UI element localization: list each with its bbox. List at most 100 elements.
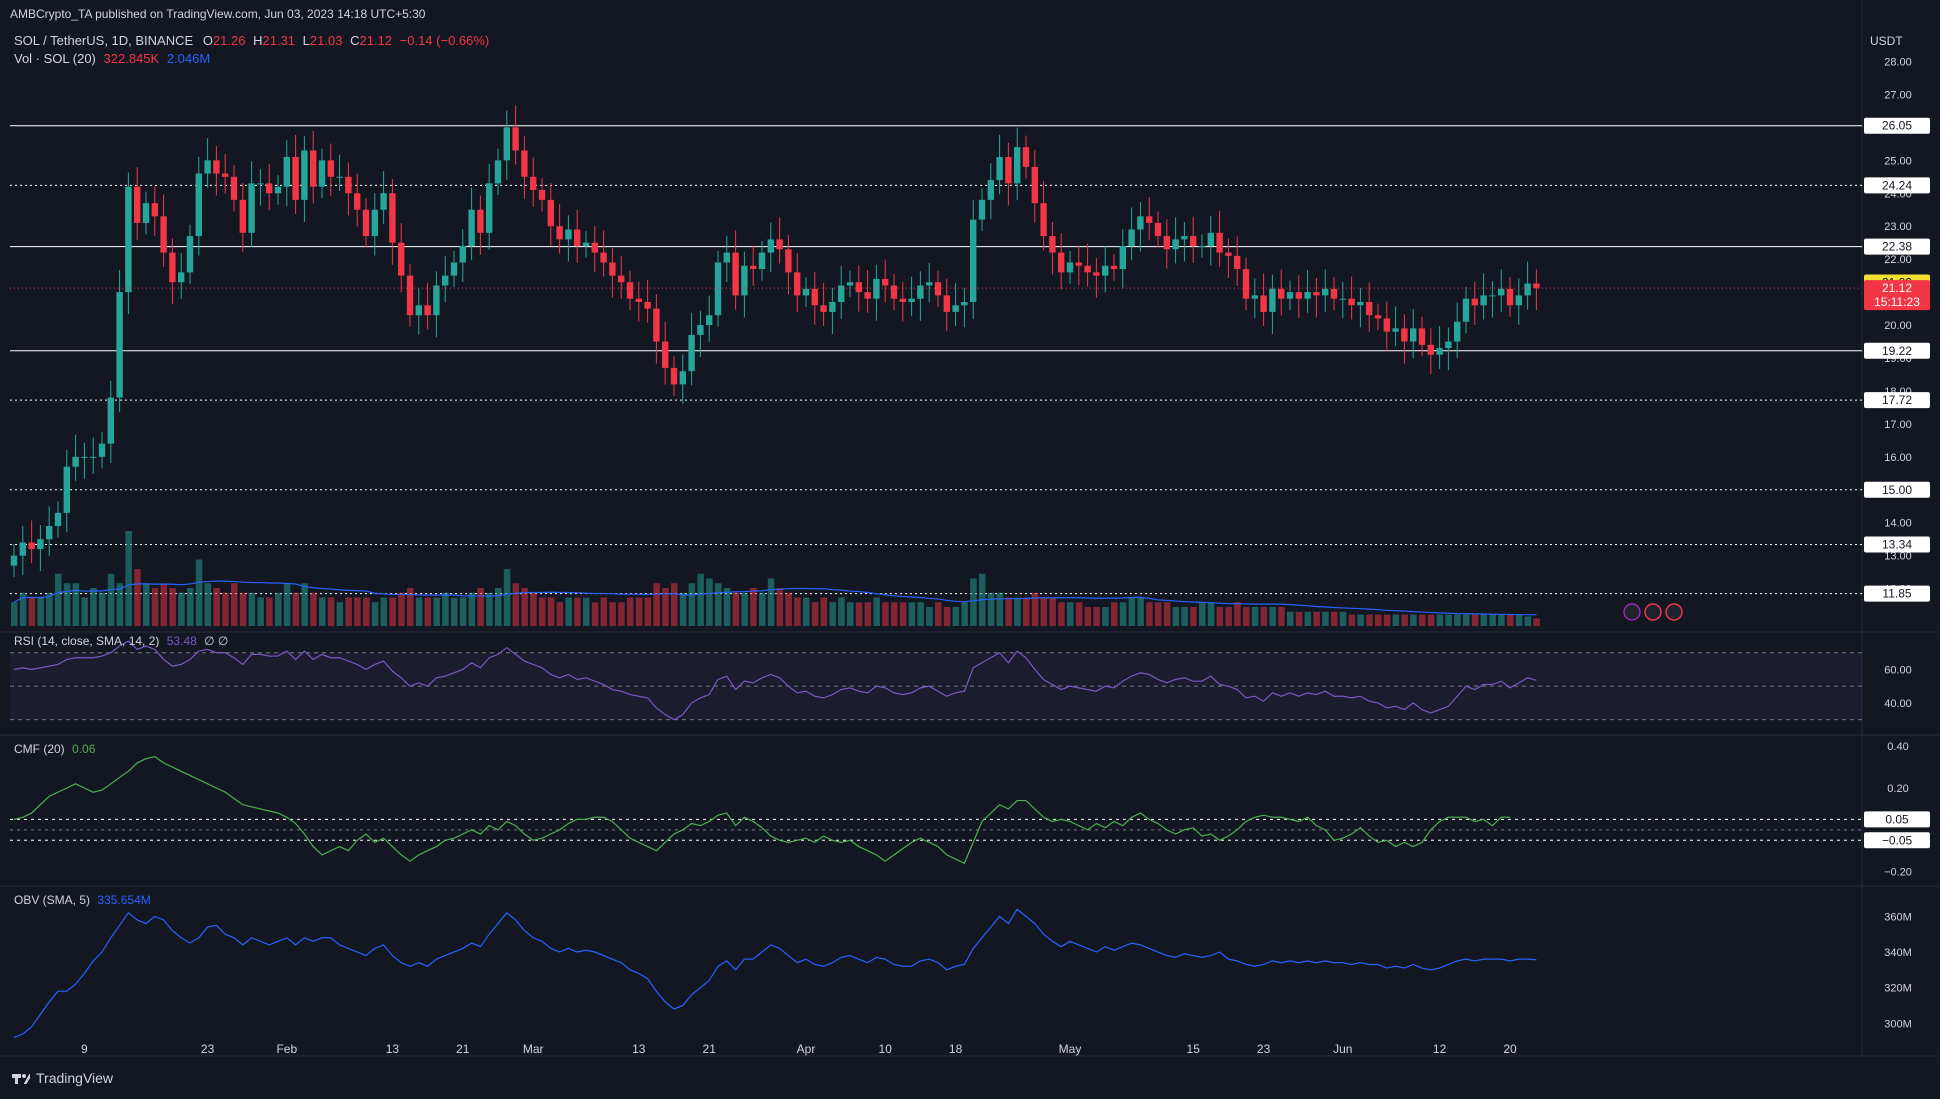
volume-bar <box>706 578 713 626</box>
tradingview-footer[interactable]: TradingView <box>12 1070 113 1086</box>
volume-bar <box>503 569 511 626</box>
low-label: L <box>302 33 310 48</box>
candle-body <box>354 193 361 210</box>
obv-legend[interactable]: OBV (SMA, 5) 335.654M <box>14 893 151 907</box>
obv-axis-tick: 320M <box>1884 983 1912 995</box>
volume-bar <box>1313 611 1320 626</box>
high-value: 21.31 <box>262 33 296 48</box>
volume-legend[interactable]: Vol · SOL (20) 322.845K 2.046M <box>14 51 210 66</box>
candle-body <box>389 193 396 243</box>
volume-bar <box>1454 614 1461 626</box>
volume-bar <box>776 588 784 626</box>
candle-body <box>19 542 26 556</box>
volume-bar <box>1049 597 1056 626</box>
volume-bar <box>591 602 599 626</box>
rsi-value: 53.48 <box>166 634 197 648</box>
candle-body <box>10 555 18 566</box>
time-axis-tick: 21 <box>456 1042 470 1056</box>
time-axis-tick: 18 <box>949 1042 963 1056</box>
candle-body <box>521 150 528 177</box>
volume-bar <box>433 597 440 626</box>
candle-body <box>1383 318 1390 332</box>
volume-bar <box>301 583 308 626</box>
price-axis-tick: 20.00 <box>1884 320 1912 332</box>
symbol-legend[interactable]: SOL / TetherUS, 1D, BINANCE O21.26 H21.3… <box>14 33 489 48</box>
volume-bar <box>679 592 687 626</box>
cmf-legend[interactable]: CMF (20) 0.06 <box>14 742 95 756</box>
lightning-event-icon <box>1623 603 1641 621</box>
volume-bar <box>46 592 53 626</box>
tradingview-logo-icon <box>12 1072 30 1084</box>
volume-bar <box>442 592 449 626</box>
time-axis-tick: 12 <box>1433 1042 1447 1056</box>
volume-bar <box>99 592 106 626</box>
volume-bar <box>1155 602 1162 626</box>
volume-bar <box>283 583 291 626</box>
volume-bar <box>1392 614 1400 626</box>
candle-body <box>530 176 537 190</box>
volume-bar <box>1348 614 1356 626</box>
candle-body <box>72 456 79 467</box>
volume-bar <box>468 592 476 626</box>
candle-body <box>222 173 229 177</box>
candle-body <box>371 209 378 237</box>
volume-bar <box>882 602 889 626</box>
symbol-title[interactable]: SOL / TetherUS, 1D, BINANCE <box>14 33 194 48</box>
volume-bar <box>1014 597 1021 626</box>
rsi-extra: ∅ ∅ <box>204 634 229 648</box>
rsi-line <box>13 640 1537 721</box>
candle-body <box>81 456 88 458</box>
volume-bar <box>292 592 300 626</box>
candle-body <box>794 272 801 296</box>
time-axis-tick: Feb <box>276 1042 297 1056</box>
volume-bar <box>1243 607 1250 626</box>
volume-bar <box>935 602 942 626</box>
candle-body <box>1286 292 1294 299</box>
candle-body <box>1084 265 1091 273</box>
candle-body <box>248 183 255 233</box>
volume-bar <box>363 597 370 626</box>
volume-bar <box>1005 597 1012 626</box>
volume-bar <box>1436 614 1444 626</box>
candle-body <box>1163 236 1170 250</box>
candle-body <box>1322 288 1329 296</box>
candle-body <box>169 252 176 283</box>
candle-body <box>1295 292 1302 299</box>
volume-bar <box>803 597 810 626</box>
candle-body <box>186 236 194 273</box>
time-axis-tick: 15 <box>1187 1042 1201 1056</box>
volume-bar <box>926 607 933 626</box>
candle-body <box>978 199 986 220</box>
volume-bar <box>354 597 361 626</box>
candle-body <box>424 305 431 316</box>
obv-label: OBV (SMA, 5) <box>14 893 91 907</box>
volume-bar <box>1234 602 1241 626</box>
candle-body <box>591 242 598 253</box>
volume-bar <box>723 588 731 626</box>
cmf-label: CMF (20) <box>14 742 65 756</box>
volume-bar <box>1216 607 1224 626</box>
volume-ma-value: 2.046M <box>166 51 211 66</box>
candle-body <box>679 371 686 385</box>
volume-bar <box>107 573 115 626</box>
candle-body <box>257 183 264 185</box>
last-price-box <box>1864 280 1930 311</box>
candle-body <box>1515 295 1522 306</box>
candle-body <box>1066 262 1074 273</box>
last-price-label: 21.12 <box>1882 281 1912 295</box>
candle-body <box>1524 283 1531 296</box>
rsi-legend[interactable]: RSI (14, close, SMA, 14, 2) 53.48 ∅ ∅ <box>14 634 228 648</box>
volume-bar <box>275 592 282 626</box>
candle-body <box>1058 252 1065 273</box>
candle-body <box>917 285 924 299</box>
candle-body <box>864 292 871 299</box>
level-label-box <box>1864 117 1930 134</box>
volume-bar <box>662 588 669 626</box>
candle-body <box>442 275 449 286</box>
candle-body <box>1005 157 1012 184</box>
volume-label: Vol · SOL (20) <box>14 51 96 66</box>
candle-body <box>37 539 44 550</box>
candle-body <box>618 275 625 283</box>
volume-bar <box>213 588 220 626</box>
